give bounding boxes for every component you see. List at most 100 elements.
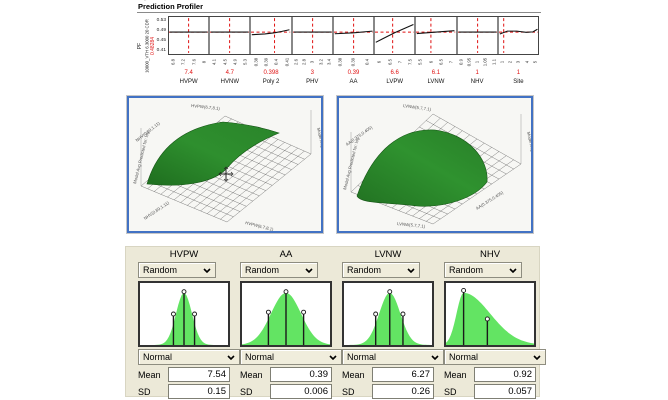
profile-trace (500, 29, 538, 34)
mean-input[interactable]: 0.39 (270, 367, 332, 382)
distribution-dropdown[interactable]: Normal (138, 349, 240, 365)
x-tick-label: 4.1 (211, 59, 217, 65)
simulator-column-nhv: NHV Random Normal Mean 0.92 SD 0.057 (444, 247, 546, 399)
z-axis-label-right: Model Avg Predicted for: log (316, 127, 321, 181)
quantile-handle[interactable] (484, 316, 490, 322)
x-tick-label: 7 (448, 60, 454, 64)
x-tick-cell: 6 6.5 7 7.5 (374, 56, 415, 69)
profile-trace (335, 31, 373, 34)
surface-plot-right[interactable]: LVNW(5.7,7.1) LVNW(5.7,7.1) AA(0.375,0.4… (336, 95, 534, 234)
x-tick-label: 5.5 (417, 59, 423, 65)
factor-header: HVPW (169, 249, 199, 260)
quantile-handle[interactable] (387, 289, 393, 295)
x-axis-label-bottom: LVNW(5.7,7.1) (397, 221, 426, 229)
factor-header: LVNW (374, 249, 402, 260)
profiler-y-axis-ticks: 0.53 0.49 0.45 0.41 (155, 16, 167, 55)
chevron-down-icon (227, 354, 235, 360)
x-tick-label: 6.5 (438, 59, 444, 65)
quantile-handle[interactable] (181, 289, 187, 295)
profiler-panel-site (496, 17, 538, 54)
y-tick-label: 0.41 (156, 48, 166, 53)
factor-current-value: 1 (475, 70, 479, 76)
x-tick-label: 8 (201, 60, 207, 64)
response-surface[interactable] (356, 129, 488, 207)
distribution-dropdown[interactable]: Normal (444, 349, 546, 365)
profiler-panels (168, 16, 539, 55)
random-dropdown[interactable]: Random (342, 262, 420, 278)
mean-input[interactable]: 6.27 (372, 367, 434, 382)
x-tick-label: 0.41 (284, 57, 289, 67)
x-tick-label: 7 (397, 60, 403, 64)
x-tick-label: 0.4 (364, 59, 370, 65)
x-axis-label-top: HVPW(6.7,8.1) (191, 103, 221, 111)
x-tick-label: 2.8 (301, 59, 307, 65)
x-tick-label: 1 (474, 60, 480, 64)
x-tick-label: 3 (309, 60, 315, 64)
profiler-panel-aa (331, 17, 373, 54)
surface-plot-left[interactable]: HVPW(6.7,8.1) HVPW(6.7,8.1) NHV(0.89,1.1… (126, 95, 324, 234)
random-dropdown[interactable]: Random (138, 262, 216, 278)
sd-row: SD 0.15 (138, 384, 230, 399)
mean-label: Mean (444, 369, 467, 380)
x-tick-label: 4 (524, 60, 530, 64)
distribution-dropdown[interactable]: Normal (342, 349, 444, 365)
factor-name: NHV (470, 79, 484, 85)
sd-input[interactable]: 0.15 (168, 384, 230, 399)
quantile-handle[interactable] (192, 311, 198, 317)
profiler-panel-hvpw (169, 17, 208, 54)
x-tick-label: 0.39 (350, 57, 356, 67)
x-tick-label: 0.9 (458, 59, 464, 65)
mean-input[interactable]: 0.92 (474, 367, 536, 382)
factor-header: NHV (479, 249, 501, 260)
sd-input[interactable]: 0.006 (270, 384, 332, 399)
factor-name: HVPW (179, 79, 198, 85)
quantile-handle[interactable] (283, 289, 289, 295)
mean-row: Mean 6.27 (342, 367, 434, 382)
x-tick-label: 7.5 (407, 59, 413, 65)
x-tick-label: 6.8 (170, 59, 176, 65)
distribution-plot (240, 281, 332, 347)
distribution-plot (138, 281, 230, 347)
quantile-handle[interactable] (400, 311, 406, 317)
mean-label: Mean (138, 369, 161, 380)
factor-name: Site (513, 79, 524, 85)
quantile-handle[interactable] (265, 309, 271, 315)
quantile-handle[interactable] (461, 287, 467, 293)
x-tick-cell: 2.6 2.8 3 3.2 3.4 (292, 56, 333, 69)
x-tick-cell: 6.8 7.2 7.6 8 (168, 56, 209, 69)
chevron-down-icon (329, 354, 337, 360)
mean-input[interactable]: 7.54 (168, 367, 230, 382)
x-tick-label: 3.4 (326, 59, 332, 65)
distribution-plot (342, 281, 434, 347)
x-tick-cell: 5.5 6 6.5 7 (415, 56, 456, 69)
disclosure-icon[interactable]: ⌃ (143, 0, 148, 5)
factor-name: HVNW (220, 79, 239, 85)
factor-current-value: 4.7 (225, 70, 234, 76)
distribution-dropdown[interactable]: Normal (240, 349, 342, 365)
sd-label: SD (240, 386, 253, 397)
x-tick-label: 2.6 (293, 59, 299, 65)
x-axis-label-bottom: HVPW(6.7,8.1) (245, 220, 275, 231)
response-surface[interactable] (146, 121, 280, 186)
random-dropdown-label: Random (245, 265, 280, 275)
random-dropdown[interactable]: Random (444, 262, 522, 278)
quantile-handle[interactable] (170, 311, 176, 317)
x-tick-label: 6.5 (387, 59, 393, 65)
quantile-handle[interactable] (301, 309, 307, 315)
distribution-plot (444, 281, 536, 347)
chevron-down-icon (203, 267, 211, 273)
y-tick-label: 0.49 (156, 28, 166, 33)
y-tick-label: 0.53 (156, 18, 166, 23)
factor-name: LVPW (386, 79, 403, 85)
random-dropdown[interactable]: Random (240, 262, 318, 278)
factor-header: AA (279, 249, 293, 260)
factor-name: PHV (306, 79, 319, 85)
simulator-column-aa: AA Random Normal Mean 0.39 SD 0.006 (240, 247, 342, 399)
sd-input[interactable]: 0.057 (474, 384, 536, 399)
random-dropdown-label: Random (347, 265, 382, 275)
sd-input[interactable]: 0.26 (372, 384, 434, 399)
x-tick-label: 0.4 (273, 59, 279, 65)
quantile-handle[interactable] (373, 311, 379, 317)
y-axis-label-lower: NHV(0.89,1.11) (143, 200, 171, 221)
